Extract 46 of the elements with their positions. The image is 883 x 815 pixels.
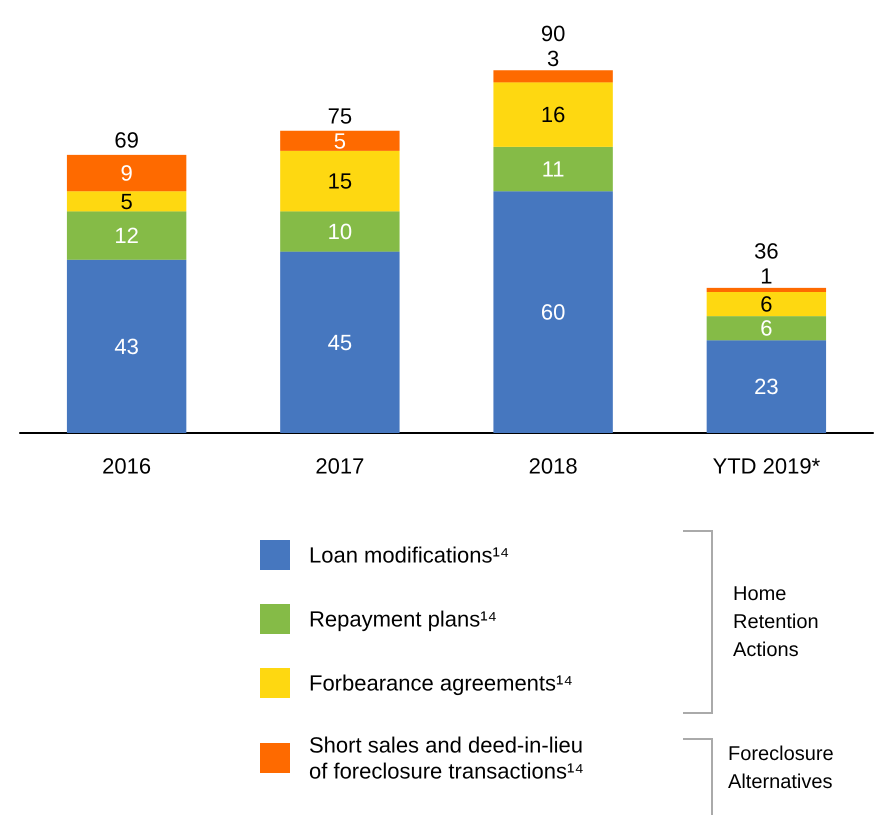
data-label: 10 xyxy=(328,219,352,244)
data-label: 3 xyxy=(547,46,560,71)
bar xyxy=(280,130,400,151)
legend-label: Loan modifications¹⁴ xyxy=(309,542,510,568)
bar xyxy=(706,316,826,340)
data-label: 15 xyxy=(328,168,352,194)
bar xyxy=(706,340,826,433)
x-tick-label: 2017 xyxy=(315,454,364,478)
data-label: 43 xyxy=(114,334,139,359)
x-tick-label: 2016 xyxy=(102,454,152,478)
x-tick-label: YTD 2019* xyxy=(712,454,821,478)
total-label: 75 xyxy=(328,103,352,128)
text: Home Retention Actions xyxy=(733,582,820,663)
bar xyxy=(280,252,400,433)
bar xyxy=(280,150,400,212)
data-label: 1 xyxy=(760,263,772,288)
bar xyxy=(66,191,186,212)
data-label: 16 xyxy=(540,102,566,128)
data-label: 23 xyxy=(754,374,779,400)
bar xyxy=(66,211,186,260)
data-label: 6 xyxy=(760,292,772,317)
data-label: 5 xyxy=(334,128,346,154)
bar xyxy=(280,211,400,252)
bar xyxy=(66,260,186,433)
bar xyxy=(493,191,613,433)
data-label: 12 xyxy=(114,223,139,248)
total-label: 90 xyxy=(540,20,566,46)
bar xyxy=(706,292,826,316)
data-label: 5 xyxy=(120,188,133,214)
total-label: 69 xyxy=(114,127,139,152)
data-label: 45 xyxy=(328,330,352,355)
legend-label: Short sales and deed-in-lieu of foreclosure transactions¹⁴ xyxy=(309,732,584,784)
bar xyxy=(493,70,613,82)
x-tick-label: 2018 xyxy=(528,454,578,478)
text: Foreclosure Alternatives xyxy=(728,742,835,795)
data-label: 9 xyxy=(120,160,133,186)
data-label: 11 xyxy=(542,156,565,182)
data-label: 6 xyxy=(760,316,772,341)
total-label: 36 xyxy=(754,238,779,264)
bar xyxy=(706,288,826,292)
bar xyxy=(66,154,186,192)
bar xyxy=(493,82,613,147)
data-label: 60 xyxy=(540,300,566,325)
bar xyxy=(493,146,613,192)
legend-label: Forbearance agreements¹⁴ xyxy=(309,670,573,696)
legend-label: Repayment plans¹⁴ xyxy=(309,606,497,632)
